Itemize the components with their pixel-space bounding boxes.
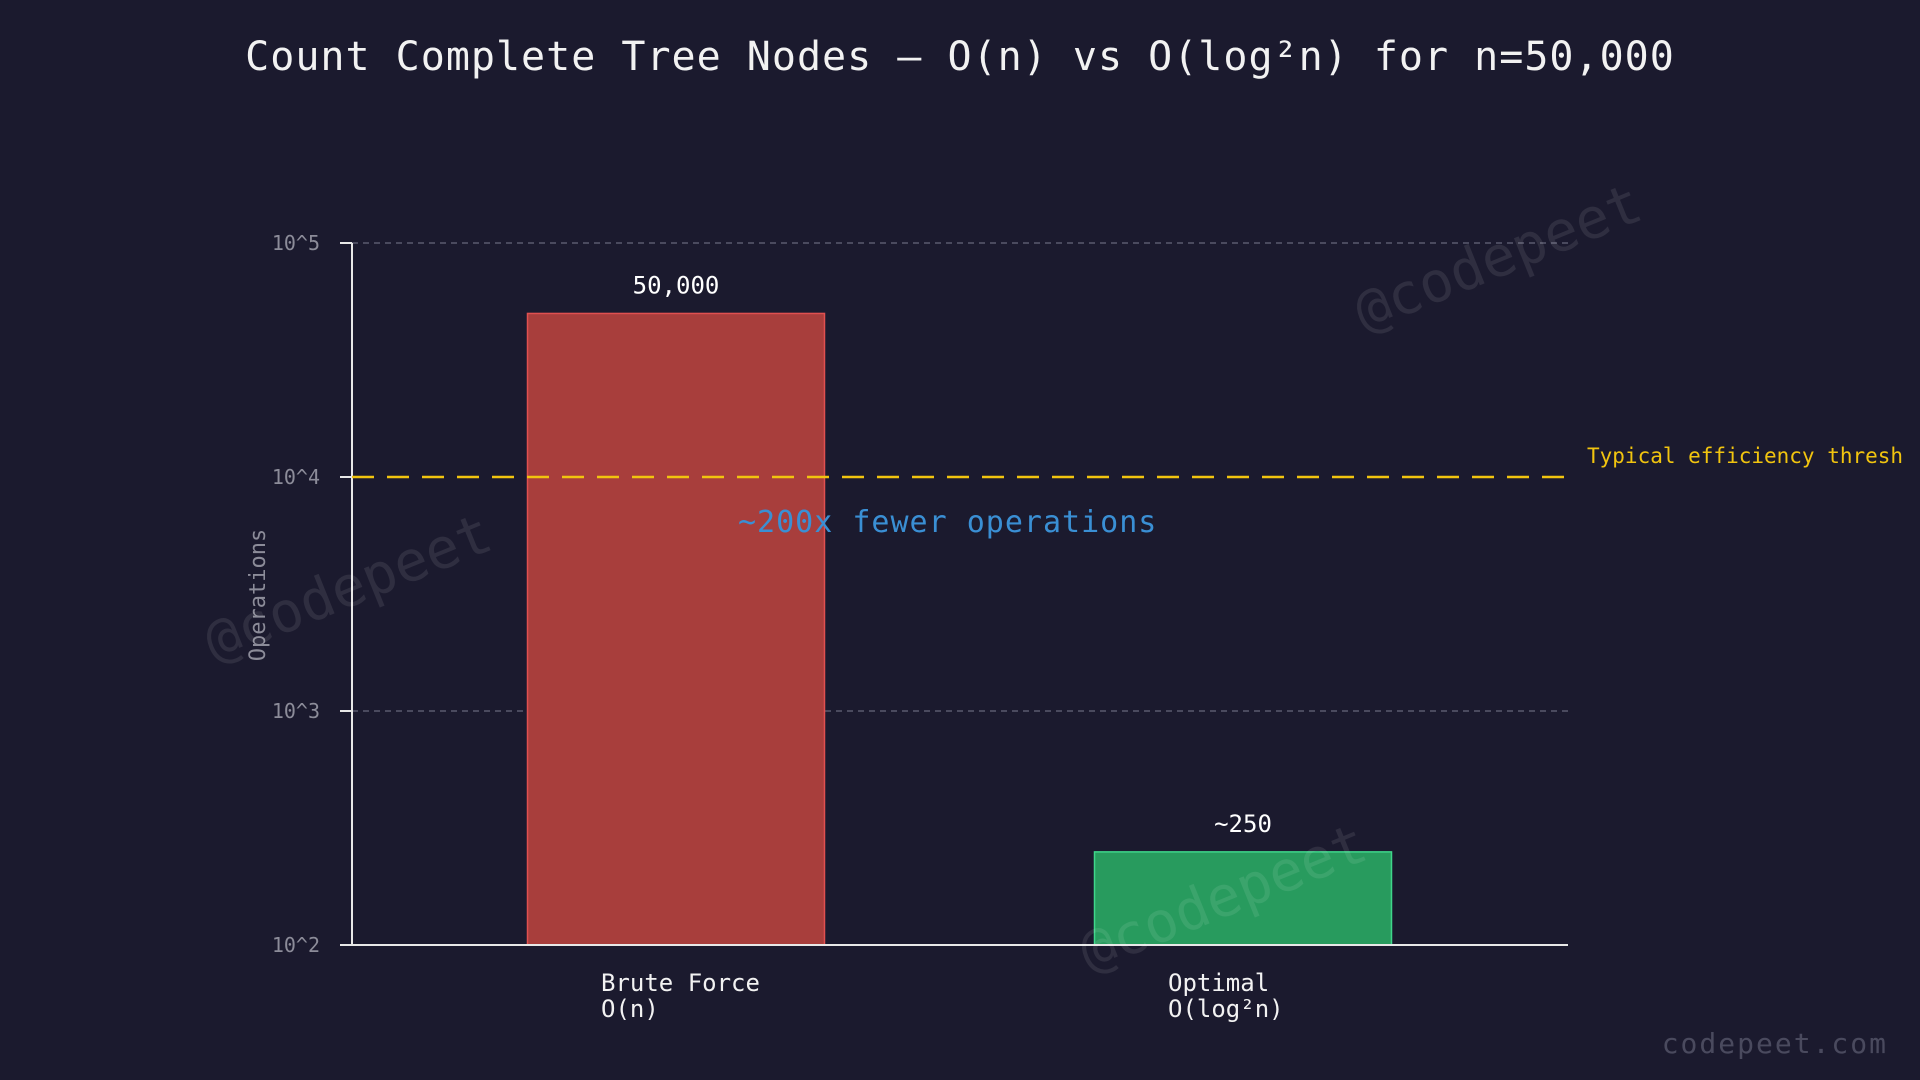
watermarks: @codepeet @codepeet @codepeet (195, 171, 1651, 985)
x-category-sublabel: O(log²n) (1168, 995, 1284, 1023)
watermark-left: @codepeet (195, 501, 501, 675)
y-tick-label: 10^5 (272, 231, 320, 255)
axes: 10^2 10^3 10^4 10^5 (272, 231, 1568, 957)
bar (1093, 851, 1393, 946)
speedup-annotation: ~200x fewer operations (738, 505, 1157, 540)
bar-value-label: 50,000 (633, 271, 720, 299)
y-tick-label: 10^4 (272, 465, 320, 489)
y-axis-label: Operations (246, 529, 271, 661)
threshold-group: Typical efficiency thresh (352, 444, 1903, 479)
chart-title: Count Complete Tree Nodes — O(n) vs O(lo… (245, 34, 1675, 80)
watermark-top-right: @codepeet (1345, 171, 1651, 345)
y-tick-label: 10^2 (272, 933, 320, 957)
bar (526, 312, 826, 946)
x-category-label: Brute Force (601, 969, 760, 997)
x-category-label: Optimal (1168, 969, 1269, 997)
bar-value-label: ~250 (1214, 810, 1272, 838)
threshold-label: Typical efficiency thresh (1587, 444, 1903, 468)
footer-site: codepeet.com (1662, 1027, 1888, 1060)
y-tick-label: 10^3 (272, 699, 320, 723)
x-category-sublabel: O(n) (601, 995, 659, 1023)
